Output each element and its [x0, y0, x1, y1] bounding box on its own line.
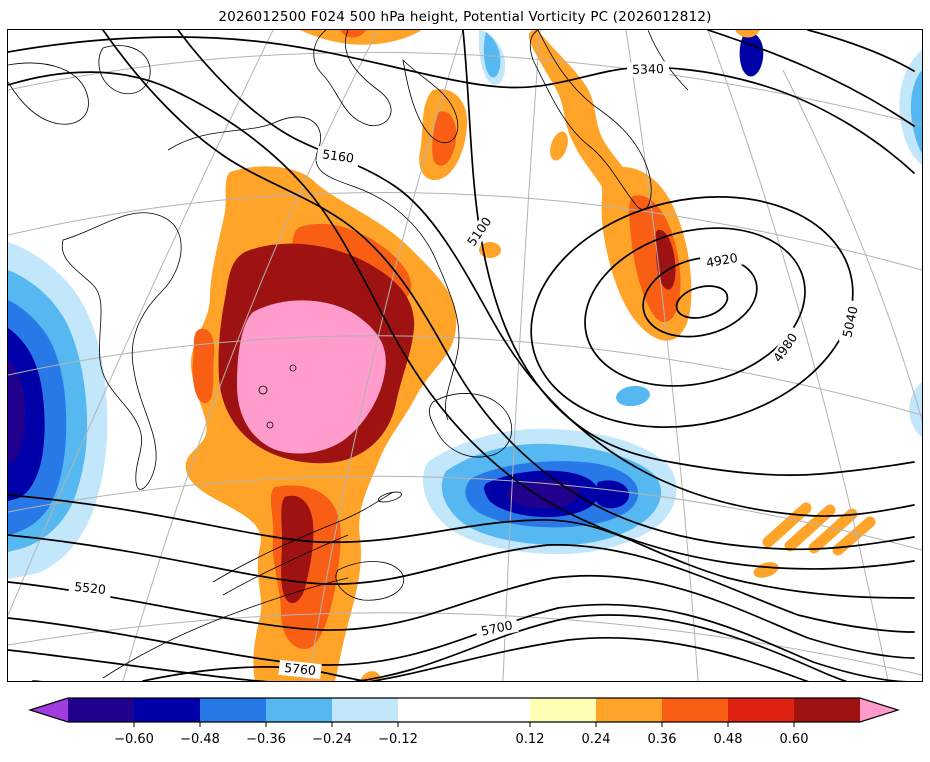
- colorbar: −0.60 −0.48 −0.36 −0.24 −0.12 0.12 0.24 …: [28, 697, 900, 747]
- colorbar-tick-label: 0.60: [780, 732, 809, 747]
- contour-label: 5760: [278, 659, 322, 680]
- pv-fill: [753, 562, 779, 578]
- colorbar-segment: [662, 698, 728, 722]
- colorbar-tick-label: −0.24: [312, 732, 352, 747]
- svg-text:5760: 5760: [284, 660, 317, 678]
- colorbar-segment: [266, 698, 332, 722]
- pv-fill: [528, 30, 640, 207]
- contour-label: 5160: [316, 146, 360, 167]
- colorbar-segment: [728, 698, 794, 722]
- pv-fill: [550, 131, 568, 161]
- pv-fill: [735, 30, 760, 38]
- pv-fill: [910, 70, 922, 154]
- contour-label: 5340: [626, 61, 670, 78]
- pv-fill: [739, 31, 764, 77]
- colorbar-tickmarks: [133, 722, 795, 727]
- pv-fill: [432, 111, 457, 166]
- pv-fill: [281, 495, 314, 604]
- colorbar-tick-label: 0.12: [516, 732, 545, 747]
- pv-fill: [192, 328, 215, 404]
- svg-text:5160: 5160: [321, 146, 355, 165]
- colorbar-segment: [134, 698, 200, 722]
- svg-text:5340: 5340: [632, 61, 664, 77]
- contour-label: 5700: [474, 616, 519, 641]
- svg-text:5040: 5040: [839, 305, 860, 339]
- colorbar-tick-label: 0.24: [582, 732, 611, 747]
- colorbar-segment: [68, 698, 134, 722]
- colorbar-segment: [530, 698, 596, 722]
- contour-label: 5040: [838, 299, 863, 344]
- chart-title: 2026012500 F024 500 hPa height, Potentia…: [218, 9, 712, 25]
- graticule-layer: [8, 30, 922, 681]
- colorbar-tick-labels: −0.60 −0.48 −0.36 −0.24 −0.12 0.12 0.24 …: [114, 732, 808, 747]
- pv-fill-stripes: [762, 502, 876, 556]
- svg-text:5700: 5700: [480, 617, 514, 638]
- colorbar-segment: [794, 698, 860, 722]
- colorbar-arrow-left: [30, 698, 68, 722]
- colorbar-tick-label: −0.12: [378, 732, 418, 747]
- contour-label: 5520: [68, 578, 112, 599]
- contour-label: 4920: [699, 249, 744, 272]
- pv-fill: [483, 32, 501, 78]
- colorbar-tick-label: −0.36: [246, 732, 286, 747]
- colorbar-segment: [596, 698, 662, 722]
- pv-shading-layer: [8, 30, 922, 681]
- colorbar-tick-label: 0.36: [648, 732, 677, 747]
- pv-fill: [300, 30, 422, 45]
- colorbar-tick-label: −0.48: [180, 732, 220, 747]
- map-plot: 5340 5160 5100 4920 4980 5040: [7, 29, 923, 682]
- pv-fill: [8, 328, 45, 501]
- pv-fill: [629, 195, 681, 323]
- svg-text:5520: 5520: [74, 579, 107, 597]
- colorbar-tick-label: −0.60: [114, 732, 154, 747]
- contour-label: 4980: [767, 326, 804, 370]
- colorbar-tick-label: 0.48: [714, 732, 743, 747]
- colorbar-segment: [332, 698, 398, 722]
- height-contour-layer: [8, 30, 915, 681]
- coastline-layer: [8, 30, 689, 679]
- colorbar-outline: [28, 697, 900, 723]
- svg-text:4920: 4920: [705, 250, 739, 270]
- pv-fill: [8, 360, 26, 464]
- colorbar-segment: [200, 698, 266, 722]
- colorbar-arrow-right: [860, 698, 898, 722]
- pv-fill: [616, 385, 650, 407]
- colorbar-segment: [398, 698, 530, 722]
- pv-fill: [909, 382, 922, 437]
- pv-fill: [594, 480, 629, 509]
